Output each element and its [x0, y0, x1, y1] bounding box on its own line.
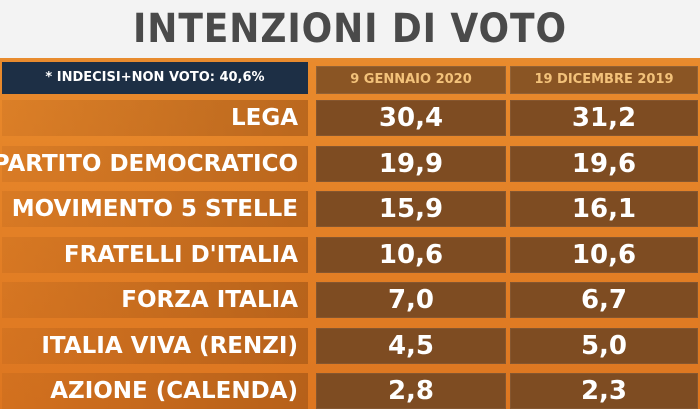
table-row: FRATELLI D'ITALIA 10,6 10,6 — [0, 236, 700, 273]
table-row: ITALIA VIVA (RENZI) 4,5 5,0 — [0, 327, 700, 364]
value-2019: 16,1 — [510, 191, 698, 227]
party-label: AZIONE (CALENDA) — [50, 378, 298, 404]
value-2020: 7,0 — [316, 282, 506, 318]
table-row: PARTITO DEMOCRATICO 19,9 19,6 — [0, 145, 700, 182]
title-band — [0, 0, 700, 58]
value-2019: 10,6 — [510, 236, 698, 273]
value-2020: 2,8 — [316, 373, 506, 409]
table-row: MOVIMENTO 5 STELLE 15,9 16,1 — [0, 191, 700, 227]
party-label: MOVIMENTO 5 STELLE — [11, 196, 298, 222]
value-2020: 15,9 — [316, 191, 506, 227]
value-2019: 6,7 — [510, 282, 698, 318]
party-label: PARTITO DEMOCRATICO — [0, 150, 298, 177]
value-2019: 5,0 — [510, 327, 698, 364]
party-label: ITALIA VIVA (RENZI) — [41, 332, 298, 359]
party-label-cell: FORZA ITALIA — [2, 282, 308, 318]
poll-table: * INDECISI+NON VOTO: 40,6% 9 GENNAIO 202… — [0, 62, 700, 409]
value-2019: 2,3 — [510, 373, 698, 409]
party-label-cell: MOVIMENTO 5 STELLE — [2, 191, 308, 227]
party-label: FORZA ITALIA — [121, 287, 298, 313]
table-row: FORZA ITALIA 7,0 6,7 — [0, 282, 700, 318]
party-label-cell: FRATELLI D'ITALIA — [2, 236, 308, 273]
chart-title: INTENZIONI DI VOTO — [133, 6, 567, 52]
party-label-cell: ITALIA VIVA (RENZI) — [2, 327, 308, 364]
undecided-note: * INDECISI+NON VOTO: 40,6% — [2, 62, 308, 94]
value-2020: 10,6 — [316, 236, 506, 273]
party-label-cell: PARTITO DEMOCRATICO — [0, 145, 308, 182]
value-2019: 19,6 — [510, 145, 698, 182]
value-2019: 31,2 — [510, 100, 698, 136]
value-2020: 19,9 — [316, 145, 506, 182]
value-2020: 30,4 — [316, 100, 506, 136]
party-label-cell: AZIONE (CALENDA) — [2, 373, 308, 409]
party-label: FRATELLI D'ITALIA — [63, 241, 298, 268]
column-header-2019: 19 DICEMBRE 2019 — [510, 66, 698, 94]
value-2020: 4,5 — [316, 327, 506, 364]
party-label-cell: LEGA — [2, 100, 308, 136]
table-row: LEGA 30,4 31,2 — [0, 100, 700, 136]
column-header-2020: 9 GENNAIO 2020 — [316, 66, 506, 94]
table-row: AZIONE (CALENDA) 2,8 2,3 — [0, 373, 700, 409]
party-label: LEGA — [230, 105, 298, 131]
